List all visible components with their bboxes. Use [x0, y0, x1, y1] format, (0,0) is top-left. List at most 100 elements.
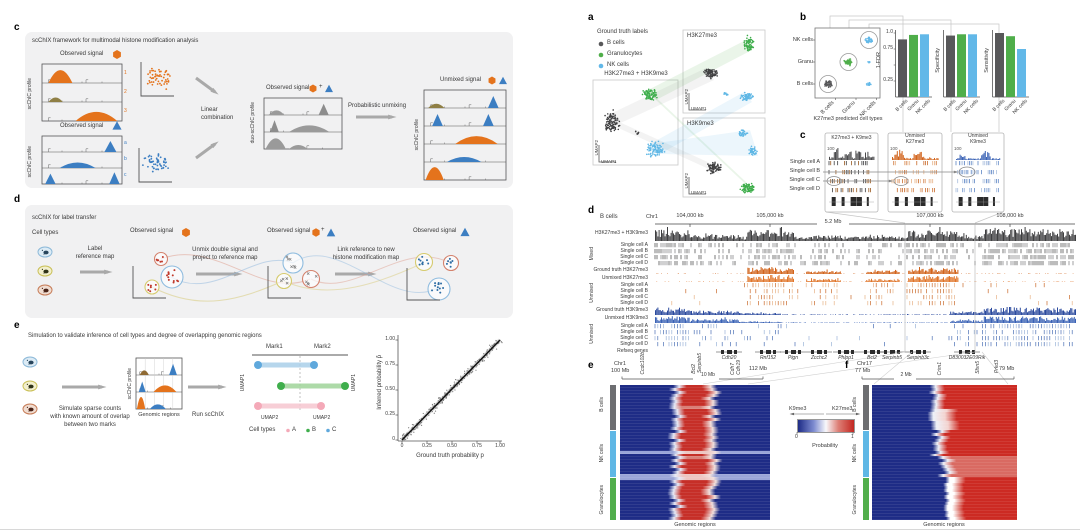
sim-xtick-4: 0.75: [472, 443, 482, 449]
unmixed-group-label-1: Unmixed: [589, 283, 595, 303]
sim-ytick-4: 0.25: [385, 411, 395, 417]
sim-xtick-1: 0: [400, 443, 404, 449]
umap-main-title: H3K27me3 + H3K9me3: [604, 71, 668, 77]
sim-ytick-3: 0.50: [385, 386, 395, 392]
umap1-bottom-axis: UMAP1: [691, 190, 707, 195]
gt-k9-label: Ground truth H3K9me3: [596, 307, 648, 313]
panel-letter-a: a: [588, 12, 594, 23]
umap1-right-label: UMAP1: [351, 374, 357, 392]
bar-ytick-3: 0.25: [883, 77, 893, 83]
box2-scale: 100: [890, 146, 898, 151]
single-cell-d-label: Single cell D: [789, 186, 820, 192]
single-cell-c-label: Single cell C: [789, 177, 820, 183]
umap-top-title: H3K27me3: [687, 33, 718, 39]
box3-scale: 100: [954, 146, 962, 151]
umk27-cell-d: Single cell D: [620, 300, 648, 306]
sidebar-e-bcells: [610, 385, 616, 430]
run-scchix-label: Run scChIX: [192, 412, 225, 418]
mixed-cell-a: Single cell A: [620, 242, 648, 248]
hm-e-gene-cdh19: Cdh19: [736, 360, 742, 375]
box3-title-line2: K9me3: [970, 139, 986, 145]
hm-f-start: 77 Mb: [855, 368, 871, 374]
sim-ytick-5: 0: [392, 436, 395, 442]
blue-row-a: a: [124, 140, 127, 146]
hm-f-xlabel: Genomic regions: [923, 522, 965, 528]
hm-e-end: 112 Mb: [749, 366, 767, 372]
umk9-cell-a: Single cell A: [620, 323, 648, 329]
hm-e-xlabel: Genomic regions: [674, 522, 716, 528]
um-k9-label: Unmixed H3K9me3: [604, 315, 648, 321]
panel-letter-c-right: c: [800, 130, 806, 141]
colorbar-right-label: K27me3: [832, 406, 853, 412]
blue-row-b: b: [124, 156, 127, 162]
umk27-cell-b: Single cell B: [620, 288, 648, 294]
bar-ytick-2: 0.75: [883, 45, 893, 51]
orange-row-3: 3: [124, 108, 127, 114]
gene-serpinb3c: Serpinb3c: [906, 355, 930, 361]
hm-f-end: 79 Mb: [999, 366, 1015, 372]
simulate-line3: between two marks: [64, 422, 116, 428]
type-c-label: C: [332, 427, 337, 433]
panel-letter-f: f: [845, 360, 849, 371]
hm-f-group-granulocytes: Granulocytes: [852, 485, 858, 515]
gene-zcchc2: Zcchc2: [810, 355, 828, 361]
span-label: 5.2 Mb: [824, 219, 842, 225]
observed-signal-d2: Observed signal: [267, 228, 311, 234]
box1-scale: 100: [827, 146, 835, 151]
bar-ytick-1: 1.0: [886, 29, 893, 35]
mixed-group-label: Mixed: [589, 247, 595, 261]
track-mixed-label: H3K27me3 + H3K9me3: [595, 230, 648, 236]
orange-row-1: 1: [124, 70, 127, 76]
sim-scatter-xlabel: Ground truth probability p: [416, 453, 484, 459]
umap1-left-label: UMAP1: [240, 374, 246, 392]
genomic-regions-sim: Genomic regions: [138, 412, 180, 418]
gene-pign: Pign: [787, 355, 798, 361]
umap1-top-axis: UMAP1: [691, 106, 707, 111]
observed-signal-2-label: Observed signal: [60, 123, 104, 129]
scchic-profile-label-1: scChIC profile: [27, 78, 33, 110]
label-reference-line2: reference map: [75, 254, 115, 260]
panel-c-title: scChIX framework for multimodal histone …: [32, 38, 199, 44]
hm-f-chrom: Chr17: [857, 361, 872, 367]
umap2-bottom-axis: UMAP2: [684, 173, 689, 189]
type-a-label: A: [292, 427, 297, 433]
umk9-cell-c: Single cell C: [620, 335, 648, 341]
probability-colorbar: [797, 419, 855, 433]
b-xlabel: K27me3 predicted cell types: [813, 116, 883, 122]
colorbar-left-label: K9me3: [789, 406, 807, 412]
coord-105000: 105,000 kb: [756, 213, 784, 219]
hm-e-start: 100 Mb: [611, 368, 630, 374]
hm-f-group-bcells: B cells: [852, 397, 858, 412]
single-cell-a-label: Single cell A: [790, 159, 820, 165]
observed-signal-d3: Observed signal: [413, 228, 457, 234]
legend-nkcells: NK cells: [607, 62, 630, 68]
unmixed-group-label-2: Unmixed: [589, 324, 595, 344]
gene-bcl2: Bcl2: [867, 355, 877, 361]
umap2-left-label: UMAP2: [261, 415, 279, 421]
hm-e-chrom: Chr1: [614, 361, 626, 367]
um-k27-label: Unmixed H3K27me3: [601, 275, 648, 281]
b-ylab-granu: Granu: [797, 59, 813, 65]
chart3-ylabel: Sensitivity: [984, 48, 990, 73]
simulate-line2: with known amount of overlap: [50, 414, 130, 420]
colorbar-min: 0: [795, 434, 798, 440]
sim-ytick-2: 0.75: [385, 361, 395, 367]
sim-ytick-1: 1.00: [385, 336, 395, 342]
hm-e-scale: 10 Mb: [697, 372, 719, 379]
coord-107000: 107,000 kb: [916, 213, 944, 219]
sim-xtick-2: 0.25: [422, 443, 432, 449]
linear-combination-line2: combination: [201, 115, 234, 121]
observed-signal-1-label: Observed signal: [60, 51, 104, 57]
plus-sign-d: +: [321, 227, 325, 233]
celltypes-legend-label: Cell types: [249, 427, 276, 433]
chart1-ylabel: 1-FDR: [876, 52, 882, 69]
unmix-text-line2: project to reference map: [192, 255, 258, 261]
chart2-ylabel: Specificity: [935, 48, 941, 73]
hm-e-gene-serpinb5: Serpinb5: [697, 353, 703, 374]
scchic-profile-sim: scChIC profile: [127, 368, 133, 400]
umk27-cell-c: Single cell C: [620, 294, 648, 300]
orange-row-2: 2: [124, 89, 127, 95]
gene-d830032e09rik: D830032E09Rik: [948, 355, 986, 361]
